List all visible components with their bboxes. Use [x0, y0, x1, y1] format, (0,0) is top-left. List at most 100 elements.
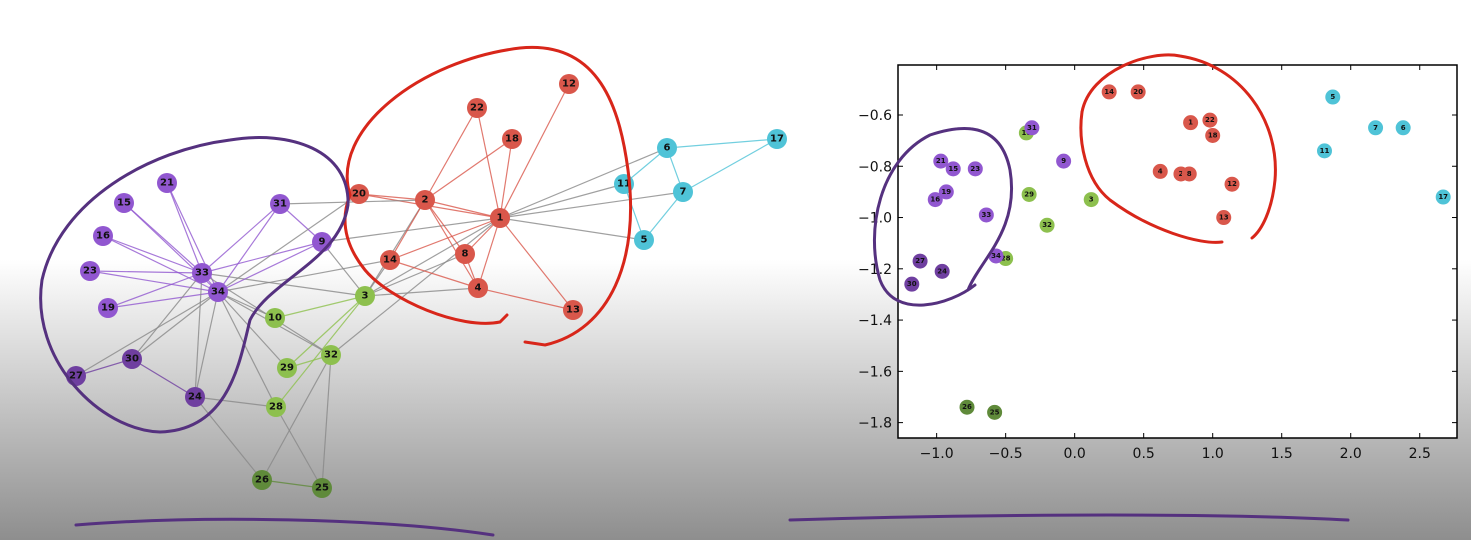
node-label: 17 — [770, 134, 784, 145]
edge — [499, 147, 668, 219]
point-label: 15 — [948, 165, 958, 173]
node-label: 1 — [497, 213, 504, 224]
edge — [424, 138, 513, 201]
edge — [477, 217, 501, 289]
underline — [788, 513, 1350, 522]
edge — [201, 241, 323, 274]
edge — [217, 193, 360, 293]
edge — [275, 406, 323, 489]
edge — [499, 183, 625, 219]
node — [277, 358, 297, 378]
edge — [321, 217, 501, 243]
node-label: 16 — [96, 231, 110, 242]
edge — [102, 235, 203, 274]
point — [1316, 143, 1332, 159]
x-tick-label: 2.5 — [1409, 446, 1431, 462]
y-tick-label: −1.4 — [858, 313, 892, 329]
point — [1325, 89, 1341, 105]
y-tick-label: −0.8 — [858, 159, 892, 175]
node-label: 26 — [255, 475, 269, 486]
node-label: 21 — [160, 178, 174, 189]
node — [270, 194, 290, 214]
edge — [499, 83, 570, 219]
node-label: 13 — [566, 305, 580, 316]
node — [114, 193, 134, 213]
point-label: 22 — [1205, 116, 1215, 124]
hand-circle — [39, 136, 350, 434]
node-label: 11 — [617, 179, 631, 190]
node-label: 33 — [195, 268, 209, 279]
edge — [424, 199, 501, 219]
node-label: 20 — [352, 189, 366, 200]
edge — [499, 138, 513, 219]
point-label: 18 — [1208, 131, 1218, 139]
point-label: 20 — [1133, 88, 1143, 96]
point-label: 32 — [1042, 221, 1052, 229]
edge — [643, 191, 684, 241]
node — [208, 282, 228, 302]
x-tick-label: 1.0 — [1202, 446, 1224, 462]
edge — [166, 182, 203, 274]
point — [1024, 120, 1040, 136]
edge — [424, 107, 478, 201]
point-label: 25 — [990, 408, 1000, 416]
point — [1224, 176, 1240, 192]
point — [978, 207, 994, 223]
edge — [279, 199, 426, 205]
edge — [364, 287, 479, 297]
node-label: 30 — [125, 354, 139, 365]
node-label: 6 — [664, 143, 671, 154]
y-tick-label: −0.6 — [858, 108, 892, 124]
edge — [666, 138, 778, 149]
node-label: 25 — [315, 483, 329, 494]
node-label: 24 — [188, 392, 202, 403]
point — [967, 161, 983, 177]
point — [1205, 127, 1221, 143]
node-label: 22 — [470, 103, 484, 114]
node — [265, 308, 285, 328]
edge — [389, 199, 426, 261]
point-label: 5 — [1330, 93, 1335, 101]
edge — [261, 354, 332, 481]
point-label: 27 — [915, 257, 925, 265]
node-label: 29 — [280, 363, 294, 374]
node-label: 2 — [422, 195, 429, 206]
node — [490, 208, 510, 228]
point-label: 23 — [970, 165, 980, 173]
point — [1216, 210, 1232, 226]
x-tick-label: 2.0 — [1340, 446, 1362, 462]
point — [945, 161, 961, 177]
point — [1183, 115, 1199, 131]
edge — [131, 358, 196, 398]
node-label: 15 — [117, 198, 131, 209]
node — [185, 387, 205, 407]
node-label: 10 — [268, 313, 282, 324]
edge — [321, 354, 332, 489]
underline — [74, 517, 495, 537]
hand-circle — [1079, 110, 1224, 244]
point-label: 2 — [1179, 170, 1184, 178]
point — [1395, 120, 1411, 136]
point — [959, 399, 975, 415]
node-label: 4 — [475, 283, 482, 294]
edge — [358, 193, 426, 201]
node — [657, 138, 677, 158]
edge — [217, 203, 281, 293]
node — [122, 349, 142, 369]
edge — [499, 191, 684, 219]
edge — [477, 287, 574, 311]
y-tick-label: −1.6 — [858, 364, 892, 380]
edge — [107, 272, 203, 309]
node-label: 28 — [269, 402, 283, 413]
node-label: 32 — [324, 350, 338, 361]
node — [767, 129, 787, 149]
point-label: 4 — [1158, 167, 1163, 175]
x-tick-label: 0.0 — [1064, 446, 1086, 462]
edge — [499, 217, 645, 241]
hand-circle — [343, 193, 509, 325]
node-label: 23 — [83, 266, 97, 277]
node-label: 14 — [383, 255, 397, 266]
point — [1056, 153, 1072, 169]
point — [933, 153, 949, 169]
node-label: 7 — [680, 187, 687, 198]
